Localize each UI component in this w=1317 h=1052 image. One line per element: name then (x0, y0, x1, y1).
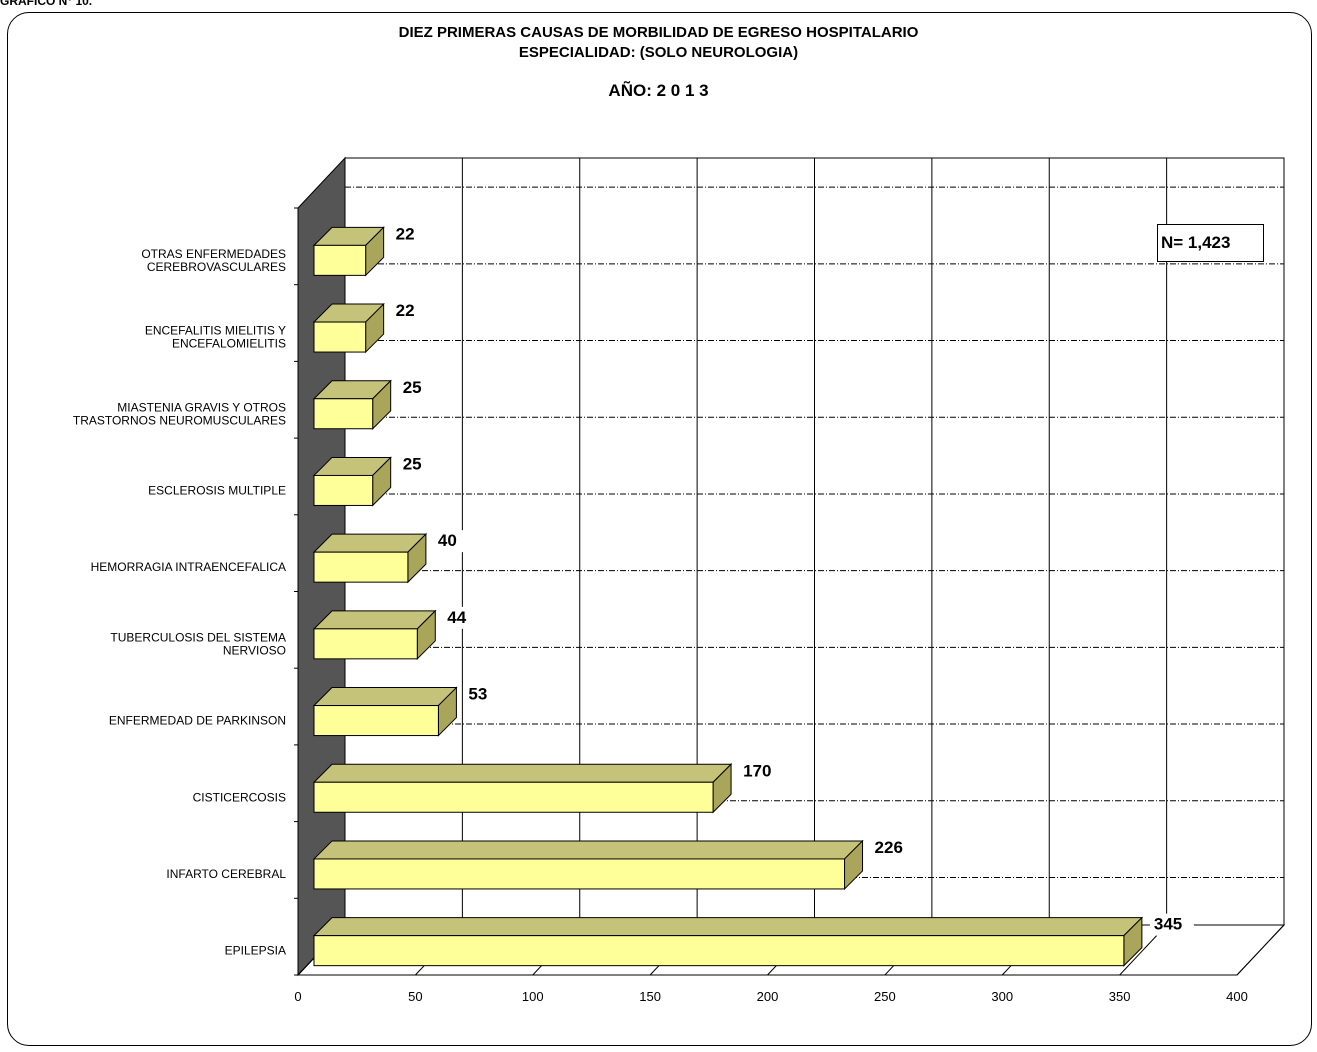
category-label: HEMORRAGIA INTRAENCEFALICA (91, 560, 286, 574)
x-tick-label: 100 (522, 989, 544, 1004)
floor-gridline (1236, 924, 1285, 976)
chart-subtitle: ESPECIALIDAD: (SOLO NEUROLOGIA) (518, 44, 799, 61)
bar-top (312, 763, 733, 783)
x-tick-label: 50 (408, 989, 422, 1004)
x-tick-label: 250 (874, 989, 896, 1004)
value-label: 22 (396, 301, 415, 320)
chart-year: AÑO: 2 0 1 3 (608, 81, 709, 100)
value-label-bg (398, 376, 443, 399)
chart-title: DIEZ PRIMERAS CAUSAS DE MORBILIDAD DE EG… (398, 24, 919, 41)
category-label: INFARTO CEREBRAL (166, 867, 286, 881)
value-label-bg (1149, 913, 1194, 936)
bar-top (312, 840, 864, 860)
value-label: 226 (875, 838, 903, 857)
bar (313, 781, 714, 813)
x-tick-label: 150 (639, 989, 661, 1004)
chart-frame (7, 12, 1312, 1046)
bar (313, 474, 374, 506)
bar (313, 858, 846, 890)
x-tick-label: 400 (1226, 989, 1248, 1004)
category-label: TRASTORNOS NEUROMUSCULARES (73, 413, 286, 427)
value-label-bg (739, 760, 784, 783)
total-n-box: N= 1,423 (1157, 224, 1264, 262)
value-label: 170 (743, 761, 771, 780)
bar-top (312, 917, 1144, 937)
bar (313, 244, 367, 276)
value-label: 44 (447, 608, 466, 627)
category-label: CEREBROVASCULARES (147, 260, 286, 274)
value-label: 345 (1154, 915, 1182, 934)
bar-top (312, 687, 458, 707)
category-label: OTRAS ENFERMEDADES (141, 247, 286, 261)
x-tick-label: 350 (1109, 989, 1131, 1004)
value-label-bg (443, 606, 488, 629)
bar-top (312, 533, 428, 553)
x-tick-label: 0 (294, 989, 301, 1004)
x-tick-label: 200 (757, 989, 779, 1004)
category-label: TUBERCULOSIS DEL SISTEMA (110, 630, 286, 644)
category-label: EPILEPSIA (225, 944, 286, 958)
bar (313, 628, 418, 660)
category-label: ESCLEROSIS MULTIPLE (148, 483, 286, 497)
category-label: ENCEFALITIS MIELITIS Y (145, 324, 286, 338)
category-label: NERVIOSO (223, 643, 286, 657)
value-label: 53 (468, 685, 487, 704)
bar (313, 705, 439, 737)
category-label: ENCEFALOMIELITIS (172, 337, 286, 351)
category-label: ENFERMEDAD DE PARKINSON (109, 714, 286, 728)
bar (313, 935, 1125, 967)
value-label: 22 (396, 224, 415, 243)
value-label-bg (464, 683, 509, 706)
bar (313, 321, 367, 353)
value-label-bg (391, 300, 436, 323)
category-label: CISTICERCOSIS (193, 790, 286, 804)
value-label-bg (398, 453, 443, 476)
value-label: 25 (403, 454, 422, 473)
bar (313, 551, 409, 583)
bar-top (312, 610, 437, 630)
value-label-bg (870, 836, 915, 859)
bar (313, 398, 374, 430)
page-label: GRAFICO N° 10. (0, 0, 93, 8)
value-label: 25 (403, 378, 422, 397)
value-label-bg (391, 223, 436, 246)
value-label-bg (433, 530, 478, 553)
value-label: 40 (438, 531, 457, 550)
category-label: MIASTENIA GRAVIS Y OTROS (117, 400, 286, 414)
x-tick-label: 300 (991, 989, 1013, 1004)
